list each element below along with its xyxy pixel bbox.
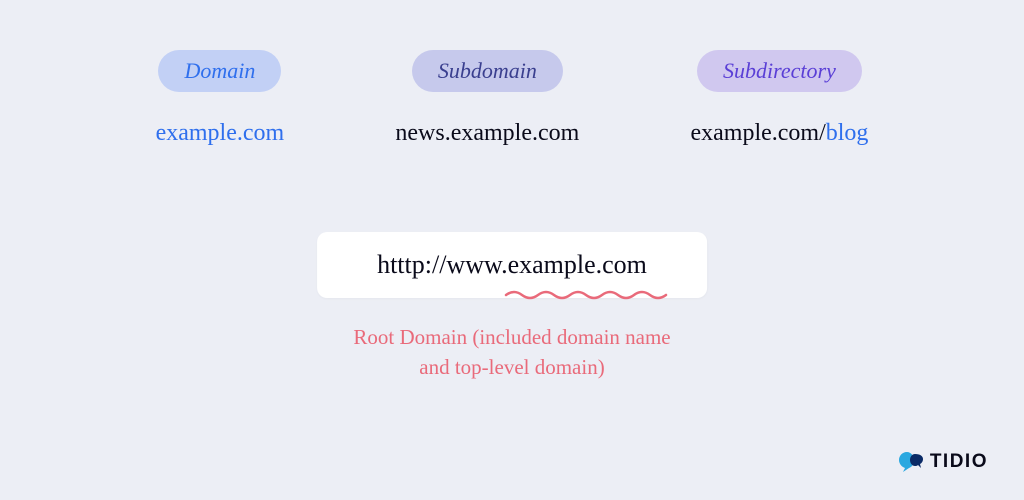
caption-line2: and top-level domain)	[419, 355, 604, 379]
pill-subdomain-label: Subdomain	[438, 58, 537, 83]
tidio-logo-icon	[898, 450, 924, 474]
pill-subdirectory: Subdirectory	[697, 50, 862, 92]
pill-subdomain: Subdomain	[412, 50, 563, 92]
root-domain-caption: Root Domain (included domain name and to…	[262, 322, 762, 383]
url-subdirectory: example.com/blog	[690, 120, 868, 147]
url-segment: news	[395, 120, 444, 146]
url-segment: .example.com	[445, 120, 580, 146]
caption-line1: Root Domain (included domain name	[353, 325, 670, 349]
url-domain: example.com	[156, 120, 285, 147]
pill-domain-label: Domain	[184, 58, 255, 83]
address-highlight: example.com	[508, 250, 647, 279]
col-subdirectory: Subdirectory example.com/blog	[690, 50, 868, 147]
tidio-logo-text: TIDIO	[930, 451, 988, 473]
columns-row: Domain example.com Subdomain news.exampl…	[0, 0, 1024, 147]
url-subdomain: news.example.com	[395, 120, 579, 147]
url-segment: blog	[826, 120, 869, 146]
url-segment: example.com	[156, 120, 285, 146]
col-subdomain: Subdomain news.example.com	[395, 50, 579, 147]
col-domain: Domain example.com	[156, 50, 285, 147]
url-segment: example.com/	[690, 120, 825, 146]
pill-subdirectory-label: Subdirectory	[723, 58, 836, 83]
tidio-logo: TIDIO	[898, 450, 988, 474]
address-prefix: htttp://www.	[377, 250, 507, 279]
squiggle-underline-icon	[504, 288, 674, 302]
pill-domain: Domain	[158, 50, 281, 92]
